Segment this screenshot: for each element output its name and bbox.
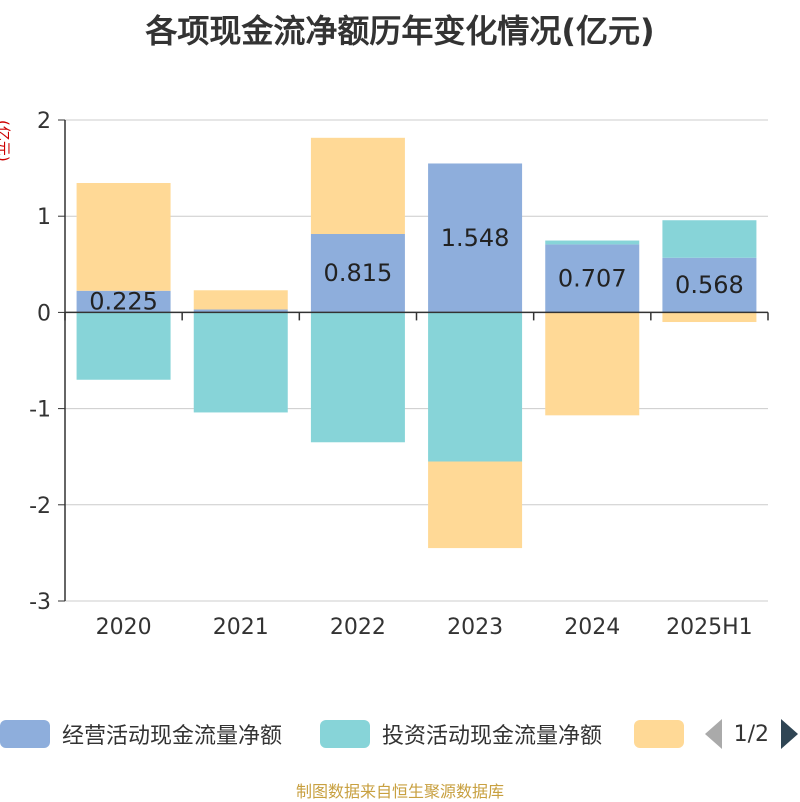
data-source-note: 制图数据来自恒生聚源数据库: [295, 782, 504, 801]
bar-series-1-2023[interactable]: [428, 312, 523, 462]
legend-page-indicator: 1/2: [733, 721, 769, 747]
bar-series-1-2024[interactable]: [545, 240, 640, 245]
y-tick-label: 1: [37, 205, 51, 230]
legend-item-investing[interactable]: 投资活动现金流量净额: [320, 718, 602, 750]
bar-series-1-2025H1[interactable]: [662, 220, 757, 258]
legend-item-operating[interactable]: 经营活动现金流量净额: [0, 718, 282, 750]
data-label-2023: 1.548: [441, 224, 510, 252]
legend-label-investing: 投资活动现金流量净额: [382, 724, 603, 749]
y-tick-label: 2: [37, 109, 51, 134]
legend-swatch-operating: [0, 720, 50, 748]
bar-series-2-2024[interactable]: [545, 312, 640, 416]
legend-label-operating: 经营活动现金流量净额: [62, 724, 283, 749]
bar-series-2-2020[interactable]: [76, 183, 171, 291]
data-label-2024: 0.707: [558, 264, 627, 292]
bar-series-0-2020[interactable]: [76, 290, 171, 313]
bar-series-1-2022[interactable]: [310, 312, 405, 443]
data-label-2022: 0.815: [324, 259, 393, 287]
bar-series-2-2023[interactable]: [428, 461, 523, 549]
x-tick-label-2022: 2022: [330, 615, 386, 640]
data-label-2020: 0.225: [89, 288, 158, 316]
y-tick-label: -1: [29, 398, 51, 423]
bar-series-0-2024[interactable]: [545, 244, 640, 313]
chart-title: 各项现金流净额历年变化情况(亿元): [145, 12, 655, 50]
y-tick-label: -3: [29, 590, 51, 615]
legend-pager: 1/2: [704, 718, 800, 750]
bar-series-2-2025H1[interactable]: [662, 312, 757, 323]
bar-series-0-2022[interactable]: [310, 233, 405, 313]
legend-prev-page-icon[interactable]: [704, 719, 722, 749]
legend-item-financing[interactable]: [634, 718, 684, 750]
bar-series-0-2023[interactable]: [428, 163, 523, 313]
legend: 经营活动现金流量净额 投资活动现金流量净额 1/2: [0, 712, 800, 756]
x-tick-label-2020: 2020: [96, 615, 152, 640]
bar-series-1-2021[interactable]: [193, 312, 288, 413]
bar-series-0-2021[interactable]: [193, 309, 288, 313]
y-tick-label: -2: [29, 494, 51, 519]
bar-series-2-2021[interactable]: [193, 290, 288, 310]
y-tick-label: 0: [37, 301, 51, 326]
x-tick-label-2025H1: 2025H1: [666, 615, 753, 640]
legend-swatch-investing: [320, 720, 370, 748]
chart-area: 2 1 0 -1 -2 -3 0.225 0.815 1.548 0.707 0.568 2020 20…: [29, 109, 769, 640]
x-tick-label-2021: 2021: [213, 615, 269, 640]
data-label-2025H1: 0.568: [675, 271, 744, 299]
legend-swatch-financing: [634, 720, 684, 748]
bar-series-0-2025H1[interactable]: [662, 257, 757, 313]
x-tick-label-2023: 2023: [447, 615, 503, 640]
legend-next-page-icon[interactable]: [781, 719, 798, 749]
bar-series-1-2020[interactable]: [76, 312, 171, 380]
x-tick-label-2024: 2024: [564, 615, 620, 640]
bar-series-2-2022[interactable]: [310, 137, 405, 234]
